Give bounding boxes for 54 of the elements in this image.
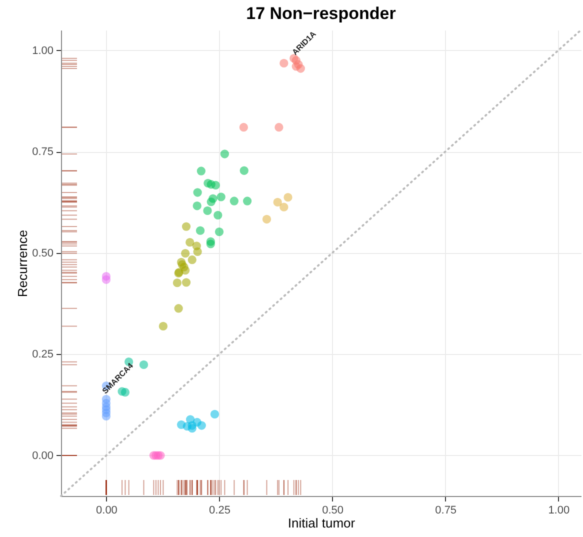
- point: [211, 180, 220, 190]
- point: [182, 278, 191, 287]
- point: [193, 188, 202, 197]
- x-tick-label: 0.25: [209, 504, 230, 516]
- point: [156, 451, 165, 460]
- point: [193, 247, 202, 256]
- chart-title: 17 Non−responder: [246, 4, 396, 23]
- point: [181, 248, 190, 258]
- point: [296, 64, 305, 73]
- point: [192, 202, 202, 210]
- point: [216, 192, 226, 202]
- x-tick-label: 1.00: [548, 504, 570, 516]
- point: [214, 227, 224, 236]
- point: [181, 266, 190, 275]
- point: [230, 196, 239, 206]
- y-axis-title: Recurrence: [15, 230, 30, 298]
- point: [273, 198, 282, 207]
- point: [239, 122, 248, 132]
- point: [262, 214, 272, 224]
- point: [102, 402, 111, 412]
- point: [139, 360, 148, 370]
- point: [102, 412, 111, 420]
- point: [280, 202, 288, 212]
- x-tick-label: 0.00: [96, 504, 118, 516]
- point: [186, 238, 194, 247]
- point: [172, 278, 182, 288]
- point: [220, 150, 230, 158]
- point: [102, 275, 111, 284]
- point: [280, 58, 288, 68]
- x-axis-title: Initial tumor: [288, 516, 356, 530]
- point: [284, 193, 292, 202]
- point: [210, 410, 220, 418]
- point: [240, 166, 248, 175]
- y-tick-label: 0.50: [32, 247, 54, 260]
- point: [182, 222, 191, 231]
- point: [188, 424, 196, 433]
- point: [203, 206, 212, 216]
- point: [206, 240, 215, 248]
- y-tick-label: 1.00: [32, 44, 54, 57]
- y-tick-label: 0.75: [32, 146, 54, 158]
- point: [158, 322, 168, 331]
- x-tick-label: 0.75: [435, 504, 457, 516]
- x-tick-label: 0.50: [322, 504, 344, 516]
- y-tick-label: 0.00: [32, 450, 54, 462]
- y-tick-label: 0.25: [32, 348, 54, 361]
- point: [197, 421, 206, 430]
- point: [214, 210, 222, 220]
- point: [196, 226, 205, 235]
- point: [242, 196, 252, 206]
- point: [196, 166, 206, 176]
- point: [274, 122, 284, 132]
- point: [188, 255, 196, 264]
- point: [206, 197, 216, 206]
- point: [174, 304, 183, 313]
